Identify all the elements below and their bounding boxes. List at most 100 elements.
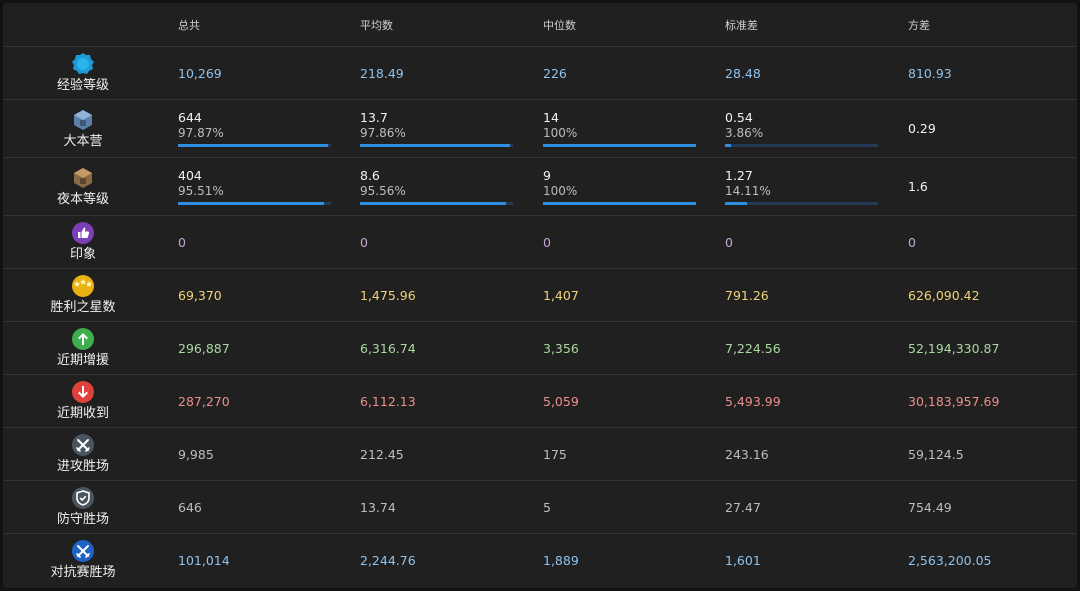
cell-total: 296,887 <box>163 321 345 375</box>
cell-std-dev: 243.16 <box>710 427 893 481</box>
cell-total: 287,270 <box>163 374 345 428</box>
cell-value: 9 <box>543 168 551 183</box>
cell-median: 3,356 <box>528 321 710 375</box>
thumbs-up-icon <box>72 222 94 244</box>
cell-variance: 754.49 <box>893 480 1077 534</box>
cell-std-dev: 0 <box>710 215 893 269</box>
row-donated: 近期增援 296,887 6,316.74 3,356 7,224.56 52,… <box>3 321 1077 375</box>
cell-average: 218.49 <box>345 46 528 100</box>
cell-median: 175 <box>528 427 710 481</box>
cell-average: 8.6 95.56% <box>345 157 528 216</box>
row-received: 近期收到 287,270 6,112.13 5,059 5,493.99 30,… <box>3 374 1077 428</box>
row-name: 防守胜场 <box>56 512 109 527</box>
cell-median: 1,889 <box>528 533 710 587</box>
row-defense-wins: 防守胜场 646 13.74 5 27.47 754.49 <box>3 480 1077 534</box>
cell-total: 9,985 <box>163 427 345 481</box>
cell-median: 0 <box>528 215 710 269</box>
cell-variance: 0 <box>893 215 1077 269</box>
row-name: 胜利之星数 <box>50 300 116 315</box>
xp-badge-icon <box>72 53 94 74</box>
cell-percent: 95.56% <box>360 184 406 198</box>
progress-fill <box>360 202 507 205</box>
cell-average: 2,244.76 <box>345 533 528 587</box>
cell-value: 8.6 <box>360 168 380 183</box>
cell-median: 5 <box>528 480 710 534</box>
row-label: 大本营 <box>3 99 163 158</box>
cell-median: 9 100% <box>528 157 710 216</box>
cell-value: 404 <box>178 168 202 183</box>
row-name: 夜本等级 <box>56 191 109 207</box>
header-std-dev[interactable]: 标准差 <box>725 18 758 32</box>
row-label: 防守胜场 <box>3 480 163 534</box>
cell-std-dev: 7,224.56 <box>710 321 893 375</box>
cell-percent: 95.51% <box>178 184 224 198</box>
row-name: 近期增援 <box>56 353 109 368</box>
cell-median: 14 100% <box>528 99 710 158</box>
row-label: 胜利之星数 <box>3 268 163 322</box>
row-war-stars: 胜利之星数 69,370 1,475.96 1,407 791.26 626,0… <box>3 268 1077 322</box>
cell-average: 13.7 97.86% <box>345 99 528 158</box>
progress-fill <box>543 202 696 205</box>
cell-average: 1,475.96 <box>345 268 528 322</box>
stats-panel: 总共 平均数 中位数 标准差 方差 经验等级 10,269 218.49 226… <box>3 3 1077 588</box>
row-name: 大本营 <box>63 133 103 149</box>
cell-variance: 0.29 <box>893 99 1077 158</box>
row-town-hall: 大本营 644 97.87% 13.7 97.86% 14 100% 0.54 … <box>3 99 1077 158</box>
progress-bar <box>725 202 878 205</box>
cell-percent: 3.86% <box>725 126 764 140</box>
cell-value: 1.27 <box>725 168 753 183</box>
cell-median: 5,059 <box>528 374 710 428</box>
cell-total: 404 95.51% <box>163 157 345 216</box>
cell-average: 6,112.13 <box>345 374 528 428</box>
cell-value: 0.54 <box>725 110 753 125</box>
progress-fill <box>725 202 747 205</box>
cell-total: 10,269 <box>163 46 345 100</box>
versus-swords-icon <box>72 540 94 563</box>
cell-median: 226 <box>528 46 710 100</box>
progress-bar <box>360 144 513 147</box>
row-name: 对抗赛胜场 <box>50 565 116 581</box>
cell-percent: 14.11% <box>725 184 771 198</box>
progress-bar <box>543 144 696 147</box>
header-variance[interactable]: 方差 <box>908 18 930 32</box>
war-stars-icon <box>72 275 94 297</box>
row-label: 进攻胜场 <box>3 427 163 481</box>
progress-bar <box>178 144 331 147</box>
cell-std-dev: 28.48 <box>710 46 893 100</box>
header-average[interactable]: 平均数 <box>360 18 393 32</box>
row-label: 近期增援 <box>3 321 163 375</box>
row-exp: 经验等级 10,269 218.49 226 28.48 810.93 <box>3 46 1077 100</box>
header-blank <box>3 3 163 47</box>
cell-total: 0 <box>163 215 345 269</box>
header-row: 总共 平均数 中位数 标准差 方差 <box>3 3 1077 47</box>
arrow-up-icon <box>72 328 94 350</box>
cell-std-dev: 0.54 3.86% <box>710 99 893 158</box>
row-name: 近期收到 <box>56 406 109 421</box>
progress-fill <box>725 144 731 147</box>
town-hall-icon <box>74 109 92 130</box>
arrow-down-icon <box>72 381 94 403</box>
cell-variance: 30,183,957.69 <box>893 374 1077 428</box>
cell-percent: 97.86% <box>360 126 406 140</box>
row-label: 经验等级 <box>3 46 163 100</box>
row-label: 近期收到 <box>3 374 163 428</box>
cell-std-dev: 27.47 <box>710 480 893 534</box>
row-name: 经验等级 <box>56 78 109 93</box>
cell-std-dev: 5,493.99 <box>710 374 893 428</box>
row-name: 印象 <box>69 247 96 262</box>
cell-variance: 52,194,330.87 <box>893 321 1077 375</box>
cell-variance: 626,090.42 <box>893 268 1077 322</box>
cell-median: 1,407 <box>528 268 710 322</box>
cell-value: 644 <box>178 110 202 125</box>
header-median[interactable]: 中位数 <box>543 18 576 32</box>
header-total[interactable]: 总共 <box>178 18 200 32</box>
stats-table: 总共 平均数 中位数 标准差 方差 经验等级 10,269 218.49 226… <box>3 3 1077 587</box>
progress-fill <box>178 144 328 147</box>
row-builder-hall: 夜本等级 404 95.51% 8.6 95.56% 9 100% 1.27 1… <box>3 157 1077 216</box>
progress-bar <box>725 144 878 147</box>
progress-bar <box>360 202 513 205</box>
cell-average: 6,316.74 <box>345 321 528 375</box>
builder-hall-icon <box>74 167 92 188</box>
cell-total: 69,370 <box>163 268 345 322</box>
cell-total: 646 <box>163 480 345 534</box>
